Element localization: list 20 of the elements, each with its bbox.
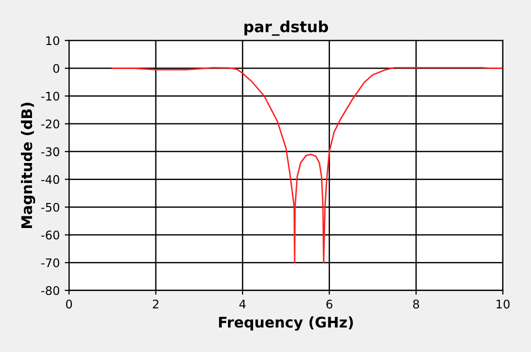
y-tick-label: -80 [41,286,60,296]
line-series [112,67,503,264]
y-tick-label: -10 [41,92,60,101]
y-tick-label: -60 [41,230,60,240]
x-axis-title: Frequency (GHz) [219,316,353,331]
y-tick-label: -20 [41,120,60,128]
x-tick-label: 0 [66,300,72,309]
y-tick-label: 0 [53,64,60,73]
y-tick-label: -30 [41,147,60,156]
x-tick-label: 8 [413,300,420,309]
chart-title: par_dstub [244,20,328,36]
x-tick-label: 4 [239,300,246,308]
x-tick-label: 6 [326,300,332,309]
x-tick-label: 2 [152,300,158,308]
y-axis-title: Magnitude (dB) [20,102,36,228]
y-tick-label: -70 [41,258,60,268]
y-tick-label: 10 [46,36,60,46]
y-tick-label: -40 [41,175,60,184]
y-tick-label: -50 [41,202,60,212]
x-tick-label: 10 [496,300,510,309]
